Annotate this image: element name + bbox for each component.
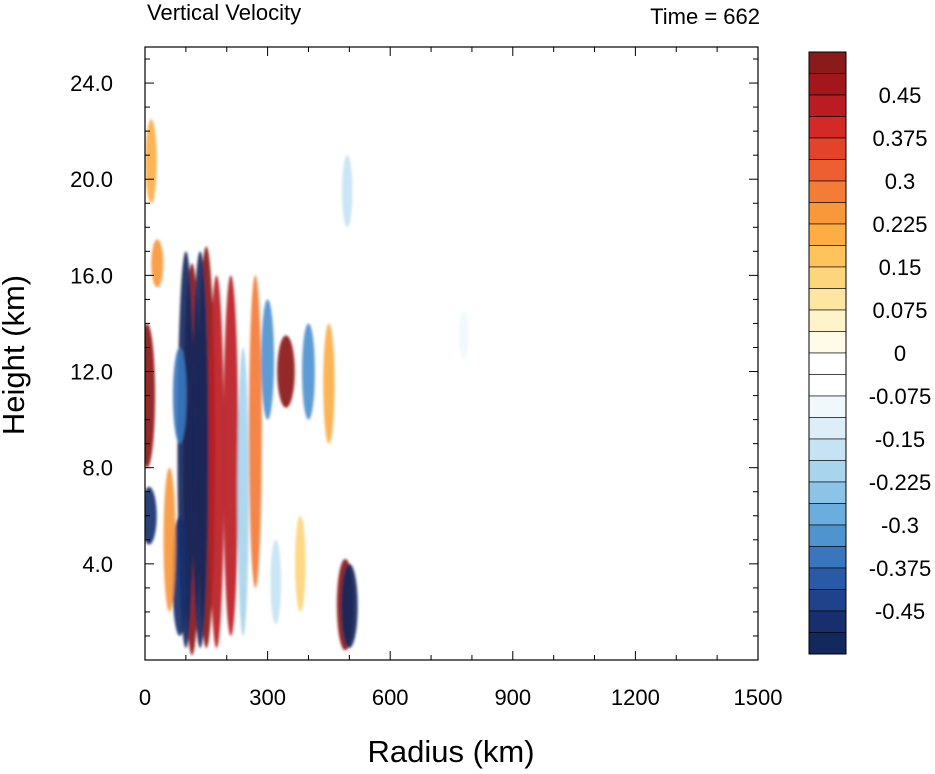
colorbar-swatch (808, 288, 847, 311)
velocity-feature (237, 347, 249, 636)
colorbar-label: 0.3 (885, 169, 916, 194)
colorbar-swatch (808, 417, 847, 440)
colorbar-swatch (808, 438, 847, 461)
x-axis-label: Radius (km) (367, 734, 534, 769)
velocity-feature (172, 347, 187, 444)
velocity-feature (342, 155, 353, 228)
colorbar-labels: 0.45 0.375 0.3 0.225 0.15 0.075 0 -0.075 -0.15 -0… (869, 83, 931, 624)
x-tick-label: 900 (494, 685, 531, 710)
colorbar-swatch (808, 73, 847, 96)
colorbar-label: 0.375 (872, 126, 927, 151)
colorbar-swatch (808, 159, 847, 182)
colorbar-label: -0.225 (869, 470, 931, 495)
colorbar-swatch (808, 610, 847, 633)
velocity-feature (340, 563, 358, 648)
colorbar-label: -0.375 (869, 556, 931, 581)
colorbar-swatch (808, 589, 847, 612)
colorbar-label: -0.45 (875, 599, 925, 624)
colorbar-label: 0.45 (879, 83, 922, 108)
colorbar-swatch (808, 481, 847, 504)
velocity-feature (191, 251, 209, 648)
velocity-feature (145, 323, 156, 468)
y-tick-label: 20.0 (70, 167, 113, 192)
colorbar-label: -0.075 (869, 384, 931, 409)
velocity-feature (145, 119, 157, 204)
colorbar-swatch (808, 567, 847, 590)
colorbar-swatch (808, 395, 847, 418)
y-tick-label: 8.0 (82, 456, 113, 481)
velocity-feature (302, 323, 315, 420)
chart-title: Vertical Velocity (147, 0, 301, 25)
velocity-feature (151, 239, 164, 288)
velocity-feature (163, 467, 176, 612)
y-tick-label: 12.0 (70, 360, 113, 385)
time-label: Time = 662 (650, 4, 760, 29)
velocity-feature (172, 515, 188, 636)
colorbar-frame (808, 51, 847, 655)
velocity-feature (277, 335, 295, 408)
velocity-feature (261, 299, 274, 420)
x-tick-label: 300 (249, 685, 286, 710)
velocity-field (145, 119, 469, 656)
colorbar-swatch (808, 223, 847, 246)
velocity-feature (208, 275, 225, 648)
colorbar-label: 0 (894, 341, 906, 366)
velocity-feature (295, 515, 306, 612)
x-tick-label: 1200 (611, 685, 660, 710)
colorbar-swatch (808, 374, 847, 397)
colorbar-swatch (808, 331, 847, 354)
colorbar-label: 0.075 (872, 298, 927, 323)
velocity-feature (458, 311, 469, 360)
velocity-feature (270, 539, 281, 624)
colorbar-swatch (808, 180, 847, 203)
colorbar-label: 0.225 (872, 212, 927, 237)
colorbar-swatch (808, 202, 847, 225)
colorbar-swatch (808, 309, 847, 332)
colorbar-swatch (808, 352, 847, 375)
colorbar-swatch (808, 524, 847, 547)
plot-frame (144, 46, 759, 661)
colorbar-label: 0.15 (879, 255, 922, 280)
colorbar-swatch (808, 116, 847, 139)
colorbar-swatch (808, 266, 847, 289)
colorbar-swatch (808, 460, 847, 483)
colorbar-swatch (808, 503, 847, 526)
y-tick-label: 24.0 (70, 71, 113, 96)
colorbar-swatch (808, 632, 847, 655)
x-tick-label: 1500 (734, 685, 783, 710)
colorbar-label: -0.3 (881, 513, 919, 538)
colorbar-swatch (808, 245, 847, 268)
velocity-feature (145, 486, 157, 545)
axis-ticks (144, 47, 759, 660)
y-tick-label: 16.0 (70, 263, 113, 288)
colorbar-swatch (808, 51, 847, 74)
velocity-feature (323, 323, 335, 444)
axis-tick-labels: 0 300 600 900 1200 1500 4.0 8.0 12.0 16.0 20.0 24.0 (70, 71, 782, 710)
colorbar (808, 51, 847, 655)
y-tick-label: 4.0 (82, 552, 113, 577)
colorbar-label: -0.15 (875, 427, 925, 452)
colorbar-swatch (808, 137, 847, 160)
colorbar-swatch (808, 546, 847, 569)
velocity-feature (248, 275, 262, 588)
x-tick-label: 600 (372, 685, 409, 710)
y-axis-label: Height (km) (0, 275, 31, 435)
colorbar-swatch (808, 94, 847, 117)
x-tick-label: 0 (139, 685, 151, 710)
velocity-feature (223, 275, 239, 636)
